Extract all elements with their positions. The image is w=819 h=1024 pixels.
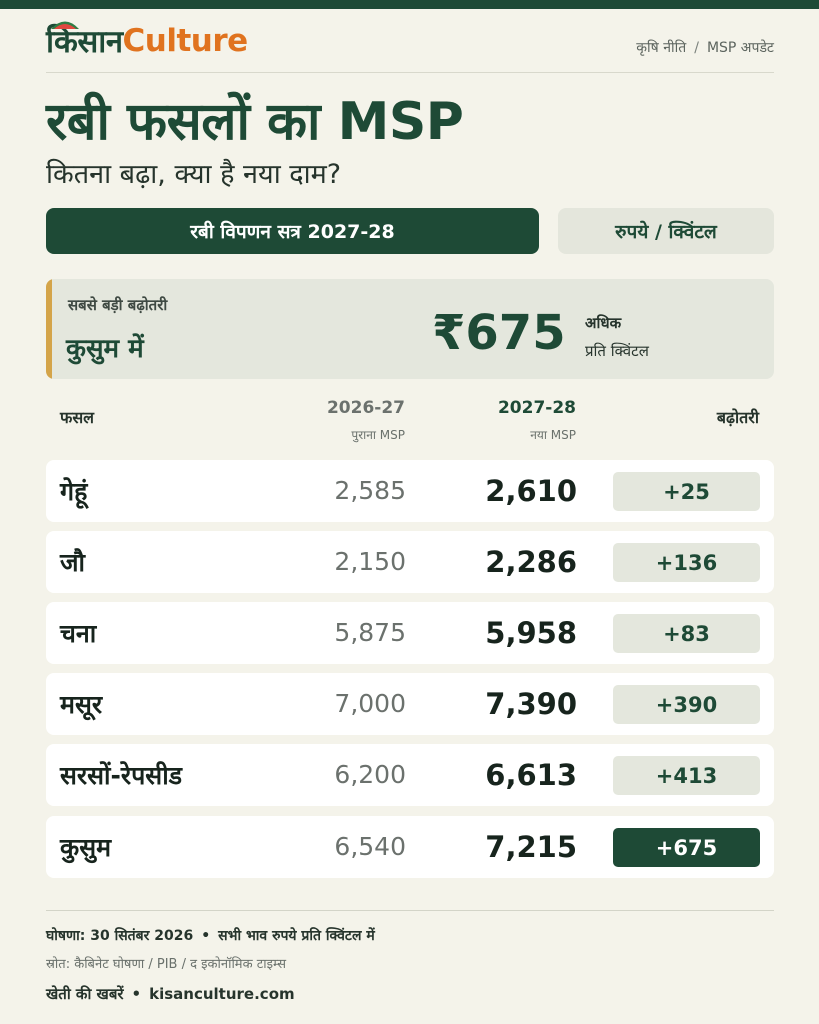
new-msp: 2,286 [485,545,577,579]
brand-name-english: Culture [122,23,249,59]
column-header-increase: बढ़ोतरी [716,408,759,427]
increase-badge: +413 [613,756,760,795]
highlight-suffix-per-quintal: प्रति क्विंटल [585,342,649,360]
increase-badge-top: +675 [613,828,760,867]
highlight-card: सबसे बड़ी बढ़ोतरी कुसुम में ₹675 अधिक प्… [46,279,774,379]
old-msp: 6,540 [334,832,406,861]
footer-tagline: खेती की खबरें • kisanculture.com [46,984,295,1004]
crop-name: जौ [60,548,86,577]
price-unit-note: सभी भाव रुपये प्रति क्विंटल में [218,928,375,944]
new-msp: 6,613 [485,758,577,792]
breadcrumb-item[interactable]: MSP अपडेट [706,40,774,56]
column-header-old-year: 2026-27 [326,398,405,418]
crop-name: मसूर [60,690,103,719]
breadcrumb-item[interactable]: कृषि नीति [636,40,687,56]
tagline-text: खेती की खबरें [46,985,124,1003]
crop-name: गेहूं [60,477,88,506]
column-header-new-year: 2027-28 [497,398,576,418]
highlight-suffix-more: अधिक [585,314,622,332]
footer-divider [46,910,774,911]
increase-badge: +390 [613,685,760,724]
top-accent-bar [0,0,819,9]
old-msp: 2,585 [334,476,406,505]
highlight-accent-bar [46,279,52,379]
crop-name: कुसुम [60,833,112,862]
page-title: रबी फसलों का MSP [46,92,464,152]
season-pill: रबी विपणन सत्र 2027-28 [46,208,539,254]
page-subtitle: कितना बढ़ा, क्या है नया दाम? [46,159,342,190]
new-msp: 5,958 [485,616,577,650]
header: किसान Culture कृषि नीति / MSP अपडेट [46,14,774,73]
announcement-date: घोषणा: 30 सितंबर 2026 [46,928,194,944]
table-row: गेहूं 2,585 2,610 +25 [46,460,774,522]
brand-logo[interactable]: किसान Culture [46,20,248,62]
table-row: सरसों-रेपसीड 6,200 6,613 +413 [46,744,774,806]
brand-name-hindi: किसान [46,24,123,60]
old-msp: 5,875 [334,618,406,647]
column-header-old-sub: पुराना MSP [351,428,405,442]
table-row-highlighted: कुसुम 6,540 7,215 +675 [46,816,774,878]
breadcrumb: कृषि नीति / MSP अपडेट [636,38,774,57]
table-row: मसूर 7,000 7,390 +390 [46,673,774,735]
footer-announcement: घोषणा: 30 सितंबर 2026 • सभी भाव रुपये प्रत… [46,926,375,945]
table-row: चना 5,875 5,958 +83 [46,602,774,664]
new-msp: 7,390 [485,687,577,721]
crop-name: चना [60,619,97,648]
highlight-amount: ₹675 [432,305,566,361]
watermelon-icon [51,21,79,29]
increase-badge: +25 [613,472,760,511]
breadcrumb-separator: / [694,40,699,56]
column-header-new-sub: नया MSP [530,428,576,442]
website-link[interactable]: kisanculture.com [149,985,295,1003]
highlight-label: सबसे बड़ी बढ़ोतरी [68,296,168,314]
crop-name: सरसों-रेपसीड [60,761,183,790]
highlight-crop: कुसुम में [66,334,144,364]
unit-pill: रुपये / क्विंटल [558,208,774,254]
increase-badge: +83 [613,614,760,653]
bullet-separator: • [201,928,211,944]
table-row: जौ 2,150 2,286 +136 [46,531,774,593]
old-msp: 7,000 [334,689,406,718]
new-msp: 7,215 [485,830,577,864]
old-msp: 2,150 [334,547,406,576]
increase-badge: +136 [613,543,760,582]
bullet-separator: • [131,985,142,1003]
footer-source: स्रोत: कैबिनेट घोषणा / PIB / द इकोनॉमिक … [46,957,287,972]
column-header-crop: फसल [60,408,95,427]
old-msp: 6,200 [334,760,406,789]
new-msp: 2,610 [485,474,577,508]
